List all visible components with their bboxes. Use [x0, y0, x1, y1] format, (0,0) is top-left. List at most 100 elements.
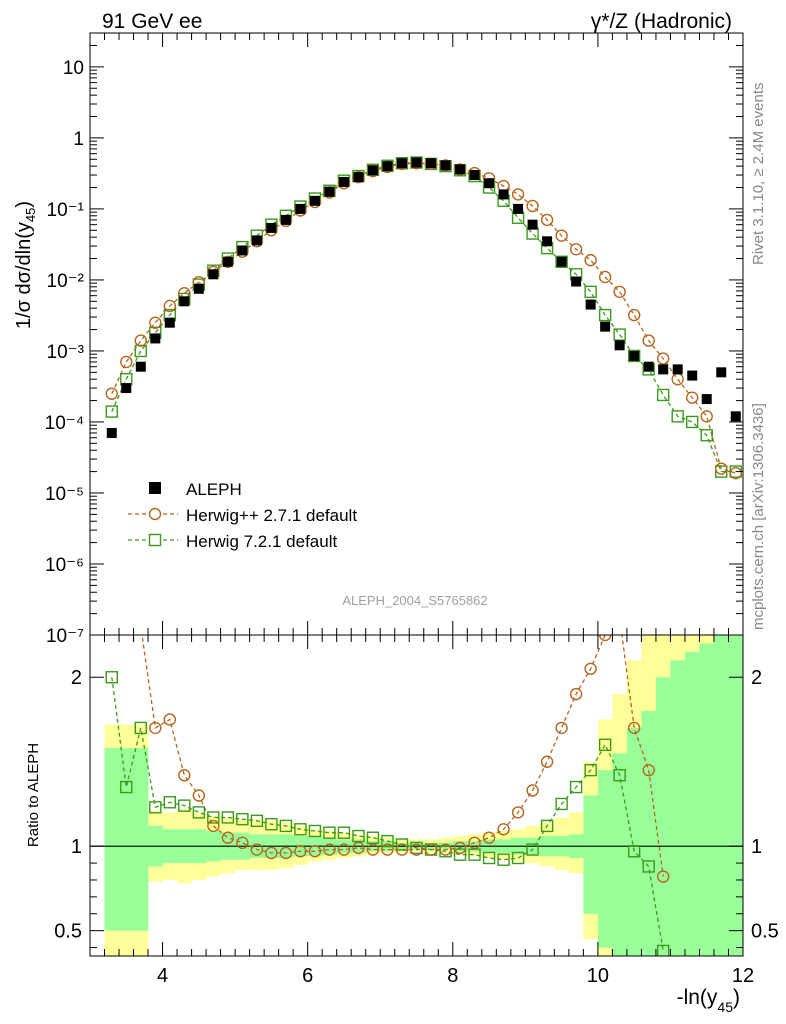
herwigpp-ratio-point [221, 831, 235, 844]
herwigpp-ratio-point [410, 843, 423, 856]
aleph-data-point [701, 394, 712, 405]
x-tick-label: 4 [157, 965, 168, 987]
herwig7-ratio-point [540, 819, 554, 833]
aleph-data-point [208, 269, 219, 280]
herwigpp-main-point [163, 299, 177, 313]
aleph-data-point [585, 299, 596, 310]
legend-herwigpp-label: Herwig++ 2.7.1 default [186, 506, 357, 525]
herwigpp-ratio-point [178, 769, 191, 782]
herwig7-main-point [686, 415, 699, 429]
aleph-data-point [396, 158, 407, 169]
herwigpp-ratio-point [149, 721, 162, 735]
ratio-y-axis-label: Ratio to ALEPH [25, 743, 42, 847]
herwig7-main-point [671, 410, 684, 423]
herwig7-ratio-point [366, 831, 380, 844]
aleph-data-point [687, 370, 698, 381]
aleph-data-point [353, 172, 364, 183]
herwigpp-main-point [134, 334, 147, 347]
herwig7-ratio-point [265, 818, 278, 831]
herwig7-ratio-point [511, 851, 525, 865]
herwig7-main-point [627, 349, 641, 363]
herwig7-ratio-point [598, 738, 612, 752]
herwig7-ratio-point [395, 838, 409, 851]
inner-uncertainty-band [670, 660, 686, 956]
herwigpp-ratio-point [395, 843, 409, 856]
herwig7-ratio-point [134, 721, 147, 735]
main-y-tick-label: 10⁻² [47, 271, 85, 292]
aleph-data-point [179, 296, 190, 307]
herwig7-ratio-point [352, 829, 365, 843]
aleph-data-point [295, 203, 306, 214]
herwigpp-main-point [511, 188, 525, 201]
inner-uncertainty-band [104, 748, 149, 931]
herwig7-main-point [105, 405, 118, 418]
herwigpp-main-point [439, 159, 452, 172]
herwigpp-main-point [613, 285, 626, 299]
aleph-data-point [527, 219, 538, 230]
herwigpp-ratio-point [497, 823, 510, 836]
herwigpp-ratio-point [279, 846, 293, 860]
aleph-data-point [556, 256, 567, 267]
aleph-data-point [455, 164, 466, 175]
herwigpp-ratio-point [294, 845, 307, 858]
x-tick-label: 8 [447, 965, 458, 987]
main-y-tick-label: 10 [63, 58, 84, 79]
herwigpp-ratio-point [439, 843, 452, 856]
inner-uncertainty-band [728, 635, 744, 956]
ratio-panel: 0.5 0.51 12 24 6 8 10 12 Ratio to ALEPH [25, 613, 779, 987]
aleph-data-point [150, 333, 161, 344]
herwigpp-ratio-point [337, 843, 351, 856]
herwigpp-ratio-point [614, 613, 625, 624]
herwigpp-ratio-point [121, 613, 132, 624]
ratio-y-tick-label-right: 0.5 [751, 921, 779, 943]
aleph-data-point [513, 203, 524, 214]
inner-uncertainty-band [612, 753, 628, 956]
herwig7-ratio-point [627, 845, 641, 858]
inner-uncertainty-band [626, 727, 642, 956]
herwigpp-ratio-point [627, 721, 641, 735]
aleph-data-point [411, 157, 422, 168]
herwig7-ratio-point [178, 799, 191, 812]
aleph-data-point [324, 186, 335, 197]
herwig7-main-point [613, 328, 626, 341]
herwigpp-main-point [149, 316, 162, 329]
herwigpp-main-point [526, 199, 539, 213]
header-left-title: 91 GeV ee [102, 10, 202, 33]
aleph-data-point [571, 276, 582, 287]
herwigpp-ratio-point [555, 721, 568, 735]
main-y-axis-label: 1/σ dσ/dln(y45) [13, 201, 38, 329]
herwig7-ratio-point [656, 944, 670, 956]
ratio-y-tick-label-right: 1 [751, 836, 762, 858]
aleph-data-point [614, 340, 625, 351]
aleph-data-point [338, 176, 349, 187]
aleph-data-point [643, 361, 654, 372]
herwig7-ratio-point [468, 848, 481, 861]
herwigpp-ratio-point [265, 846, 278, 860]
herwigpp-main-point [656, 352, 670, 365]
herwigpp-ratio-point [192, 789, 206, 802]
legend-herwig7-label: Herwig 7.2.1 default [186, 532, 337, 551]
mcplots-source-label: mcplots.cern.ch [arXiv:1306.3436] [750, 403, 767, 630]
herwig7-ratio-point [308, 824, 322, 838]
analysis-watermark: ALEPH_2004_S5765862 [342, 593, 487, 608]
inner-uncertainty-band [655, 677, 671, 956]
herwigpp-main-point [627, 308, 641, 322]
rivet-version-label: Rivet 3.1.10, ≥ 2.4M events [750, 83, 767, 266]
herwig7-ratio-point [192, 806, 206, 819]
herwig7-ratio-point [279, 819, 293, 833]
ratio-y-tick-label-left: 0.5 [54, 921, 82, 943]
herwigpp-ratio-point [584, 662, 597, 675]
aleph-data-point [600, 321, 611, 332]
aleph-data-point [121, 383, 132, 394]
herwigpp-main-point [729, 466, 742, 480]
main-y-tick-label: 10⁻³ [47, 342, 85, 363]
ratio-axes: 0.5 0.51 12 24 6 8 10 12 [54, 634, 779, 987]
aleph-data-point [222, 256, 233, 267]
herwigpp-ratio-point [424, 843, 438, 856]
x-axis-label: -ln(y45) [677, 986, 740, 1015]
main-y-tick-label: 10⁻⁷ [46, 626, 84, 647]
herwigpp-ratio-point [163, 713, 177, 726]
herwig7-ratio-point [482, 851, 496, 865]
herwig7-ratio-point [250, 814, 264, 828]
main-y-tick-label: 10⁻⁶ [45, 555, 84, 576]
